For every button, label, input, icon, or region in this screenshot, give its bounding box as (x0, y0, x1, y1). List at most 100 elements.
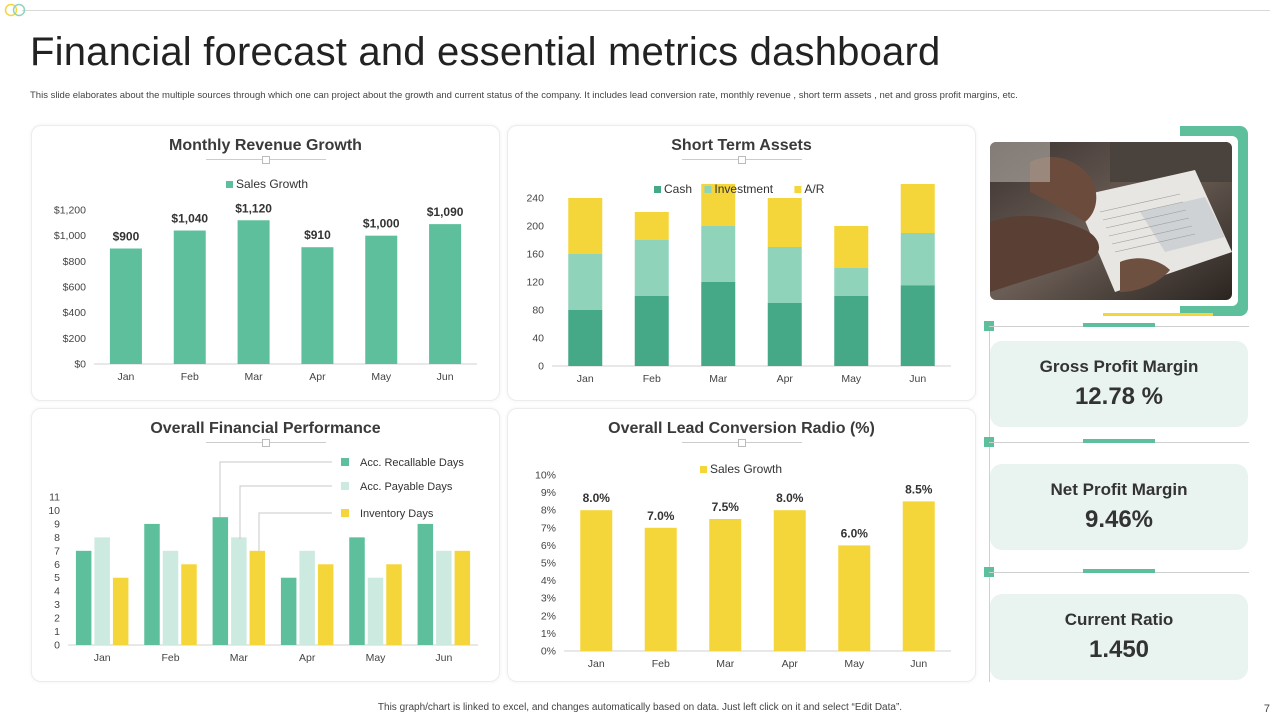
x-tick-label: Feb (161, 652, 179, 664)
bar-acc-recallable-days (212, 517, 229, 645)
logo-icon (4, 3, 26, 17)
y-tick-label: 6 (54, 559, 60, 571)
bar-acc-payable-days (162, 550, 179, 645)
chart-title: Overall Financial Performance (150, 420, 381, 437)
x-tick-label: May (366, 652, 387, 664)
bar-acc-payable-days (299, 550, 315, 645)
y-tick-label: 9 (54, 518, 60, 530)
data-label: 7.5% (712, 500, 740, 514)
y-tick-label: 11 (49, 492, 60, 504)
bar-sales-growth (109, 248, 142, 364)
y-tick-label: 0% (541, 646, 556, 658)
y-tick-label: 120 (526, 277, 544, 289)
metric-value: 12.78 % (1074, 383, 1164, 410)
bar-acc-payable-days (94, 537, 110, 645)
x-tick-label: Apr (299, 652, 316, 664)
y-tick-label: 160 (526, 249, 544, 261)
y-tick-label: 10% (535, 470, 556, 482)
legend-swatch (704, 186, 712, 193)
y-tick-label: $400 (63, 307, 87, 319)
legend-swatch (341, 458, 349, 466)
x-tick-label: Jan (577, 373, 594, 385)
bar-acc-payable-days (231, 537, 247, 645)
title-marker (681, 439, 802, 447)
page-subtitle: This slide elaborates about the multiple… (30, 90, 1018, 101)
y-tick-label: $0 (74, 359, 86, 371)
data-label: 7.0% (647, 509, 675, 523)
bar-inventory-days (112, 577, 129, 645)
legend-label: Investment (714, 182, 773, 196)
current-ratio-card: Current Ratio 1.450 (990, 594, 1248, 680)
y-tick-label: 1 (54, 626, 60, 638)
accent-yellow-line (1103, 313, 1213, 316)
bar-investment (767, 247, 802, 303)
bar-acc-recallable-days (75, 550, 92, 645)
bar-sales-growth (902, 501, 935, 651)
legend-swatch (700, 466, 707, 473)
top-rule (22, 10, 1270, 11)
metric-label: Current Ratio (1064, 610, 1174, 629)
data-label: 8.0% (776, 491, 804, 505)
data-label: $1,000 (363, 217, 400, 231)
y-tick-label: 5 (54, 572, 60, 584)
revenue-chart-panel[interactable]: Monthly Revenue Growth $0 $200 $400 $600 $80… (31, 125, 500, 401)
metric-value: 1.450 (1088, 636, 1150, 663)
bar-cash (767, 303, 802, 366)
legend-leader-line (239, 485, 332, 539)
bar-sales-growth (301, 247, 334, 364)
data-label: $900 (113, 230, 140, 244)
legend-swatch (341, 482, 349, 490)
x-tick-label: Feb (181, 371, 199, 383)
bar-sales-growth (429, 224, 462, 364)
y-tick-label: $1,000 (54, 230, 86, 242)
metric-accent (1083, 439, 1155, 443)
x-tick-label: May (844, 658, 865, 670)
x-tick-label: Apr (309, 371, 326, 383)
y-tick-label: 0 (54, 640, 60, 652)
conversion-chart-panel[interactable]: Overall Lead Conversion Radio (%) 0% 1% 2%… (507, 408, 976, 682)
bar-sales-growth (838, 545, 871, 651)
data-label: 6.0% (841, 526, 869, 540)
x-tick-label: Apr (777, 373, 794, 385)
metric-accent (1083, 569, 1155, 573)
y-tick-label: 2 (54, 613, 60, 625)
y-tick-label: 40 (532, 333, 544, 345)
bar-inventory-days (181, 564, 197, 645)
metric-value: 9.46% (1084, 506, 1154, 533)
x-tick-label: Jun (435, 652, 452, 664)
x-tick-label: Jan (117, 371, 134, 383)
y-tick-label: $200 (63, 333, 87, 345)
footer-note: This graph/chart is linked to excel, and… (377, 702, 903, 713)
y-tick-label: $800 (63, 256, 87, 268)
y-tick-label: 8% (541, 505, 556, 517)
bar-a-r (900, 184, 935, 233)
y-tick-label: 6% (541, 540, 556, 552)
bar-inventory-days (249, 550, 266, 645)
metric-accent (1083, 323, 1155, 327)
bar-acc-recallable-days (280, 577, 297, 645)
legend-leader-line (219, 461, 332, 517)
metric-label: Net Profit Margin (1050, 480, 1188, 499)
y-tick-label: 240 (526, 193, 544, 205)
x-tick-label: Mar (716, 658, 735, 670)
x-tick-label: Jun (437, 371, 454, 383)
data-label: $910 (304, 228, 331, 242)
metric-connector-line (989, 322, 990, 682)
assets-chart-panel[interactable]: Short Term Assets 0 40 80 120 160 200 240 Jan Fe… (507, 125, 976, 401)
legend-label: A/R (804, 182, 824, 196)
y-tick-label: 80 (532, 305, 544, 317)
data-label: $1,090 (427, 205, 464, 219)
y-tick-label: 4 (54, 586, 60, 598)
legend-label: Sales Growth (236, 177, 308, 191)
data-label: $1,120 (235, 201, 272, 215)
revenue-chart: $0 $200 $400 $600 $800 $1,000 $1,200 Jan $900 Feb… (54, 177, 477, 383)
x-tick-label: Jan (588, 658, 605, 670)
bar-investment (834, 268, 869, 296)
y-tick-label: $600 (63, 282, 87, 294)
bar-inventory-days (386, 564, 402, 645)
data-label: 8.0% (583, 491, 611, 505)
x-tick-label: Apr (782, 658, 799, 670)
bar-a-r (834, 226, 869, 268)
